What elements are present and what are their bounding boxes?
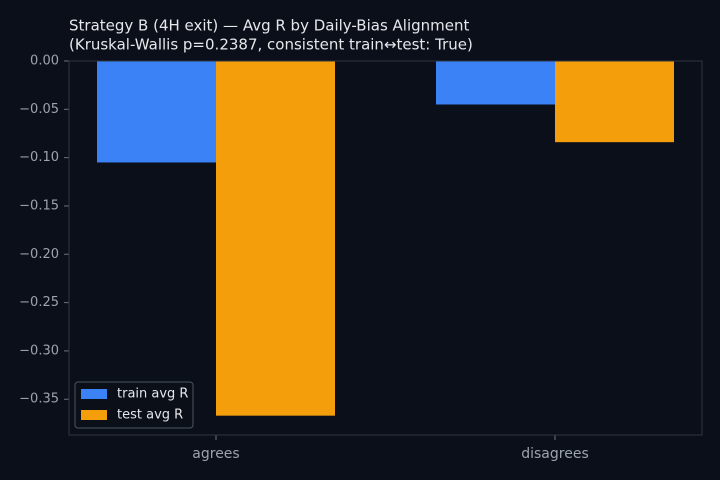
y-tick-label: −0.20 [19, 247, 59, 262]
y-tick-label: −0.30 [19, 343, 59, 358]
legend-swatch [81, 389, 107, 399]
x-tick-label: agrees [192, 446, 239, 462]
chart-title: Strategy B (4H exit) — Avg R by Daily-Bi… [69, 17, 469, 35]
legend-label: train avg R [117, 387, 188, 402]
y-tick-label: −0.35 [19, 392, 59, 407]
bar [436, 61, 555, 105]
bar [555, 61, 674, 143]
y-tick-label: −0.15 [19, 198, 59, 213]
legend-swatch [81, 410, 107, 420]
x-tick-label: disagrees [521, 446, 589, 462]
chart-subtitle: (Kruskal-Wallis p=0.2387, consistent tra… [69, 36, 473, 54]
legend-label: test avg R [117, 408, 183, 423]
y-tick-label: 0.00 [30, 54, 59, 69]
bar [216, 61, 335, 416]
bar [97, 61, 216, 163]
plot-frame [68, 60, 703, 436]
y-tick-label: −0.05 [19, 102, 59, 117]
y-tick-label: −0.25 [19, 295, 59, 310]
y-tick-label: −0.10 [19, 150, 59, 165]
